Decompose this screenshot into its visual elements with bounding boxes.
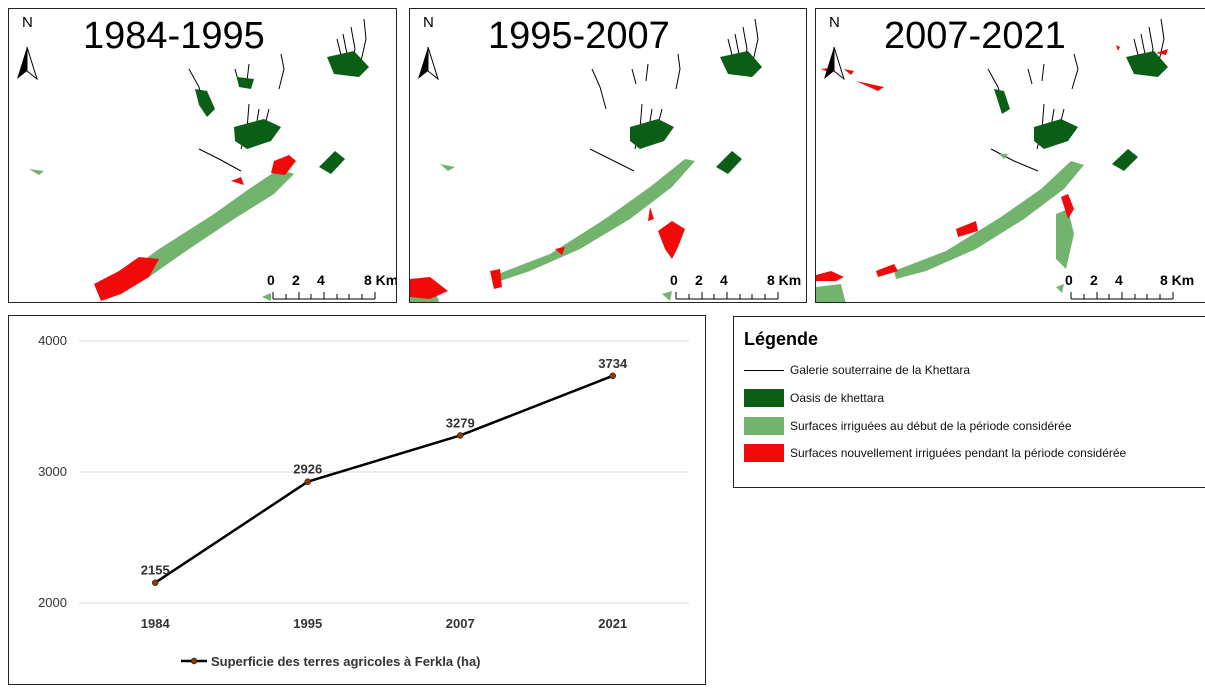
data-point <box>152 579 159 586</box>
y-tick-label: 2000 <box>38 595 67 610</box>
north-arrow-icon <box>17 46 38 81</box>
scale-bar <box>675 292 779 300</box>
scale-tick-8km: 8 Km <box>767 272 801 288</box>
legend-label: Surfaces nouvellement irriguées pendant … <box>790 446 1127 460</box>
scale-bar <box>272 292 376 300</box>
x-tick-label: 1984 <box>141 616 171 631</box>
new-irrigated-swatch-icon <box>744 444 784 462</box>
map-panel-2007-2021: 0 2 4 8 Km N 2007-2021 <box>815 8 1205 303</box>
irrigated-swatch-icon <box>744 417 784 435</box>
line-symbol-icon <box>744 369 784 371</box>
scale-tick-4: 4 <box>720 272 728 288</box>
map-1995-2007: 0 2 4 8 Km N <box>410 14 801 302</box>
legend-label: Galerie souterraine de la Khettara <box>790 363 971 377</box>
legend-marker-icon <box>190 657 198 665</box>
scale-tick-4: 4 <box>317 272 325 288</box>
map-title-1984-1995: 1984-1995 <box>83 15 265 57</box>
north-arrow-icon <box>824 46 845 81</box>
scale-tick-0: 0 <box>670 272 678 288</box>
north-label: N <box>22 14 33 31</box>
line-chart: 2000 3000 4000 1984 1995 2007 2021 2155 2926 3279… <box>38 333 689 669</box>
north-label: N <box>423 14 434 31</box>
data-point <box>457 432 464 439</box>
scale-tick-8km: 8 Km <box>364 272 397 288</box>
legend-series-label: Superficie des terres agricoles à Ferkla… <box>211 654 481 669</box>
new-irrigated-areas <box>94 155 296 301</box>
scale-tick-0: 0 <box>1065 272 1073 288</box>
x-tick-label: 2007 <box>446 616 475 631</box>
map-panel-1995-2007: 0 2 4 8 Km N 1995-2007 <box>409 8 807 303</box>
map-1984-1995: 0 2 4 8 Km N <box>17 14 397 301</box>
map-title-2007-2021: 2007-2021 <box>884 15 1066 57</box>
scale-tick-8km: 8 Km <box>1160 272 1194 288</box>
oasis-areas <box>994 51 1168 171</box>
new-irrigated-areas <box>410 207 685 299</box>
legend-label: Oasis de khettara <box>790 391 885 405</box>
legend-label: Surfaces irriguées au début de la périod… <box>790 419 1072 433</box>
irrigated-areas <box>816 154 1084 302</box>
map-panel-1984-1995: 0 2 4 8 Km N 1984-1995 <box>8 8 397 303</box>
legend-title: Légende <box>744 329 819 349</box>
scale-tick-0: 0 <box>267 272 275 288</box>
data-label: 3279 <box>446 415 475 430</box>
chart-panel: 2000 3000 4000 1984 1995 2007 2021 2155 2926 3279… <box>8 315 706 685</box>
oasis-areas <box>195 51 369 174</box>
map-2007-2021: 0 2 4 8 Km N <box>816 14 1194 302</box>
series-line <box>154 374 614 584</box>
data-label: 2926 <box>293 462 322 477</box>
data-label: 2155 <box>141 563 170 578</box>
legend: Légende Galerie souterraine de la Khetta… <box>733 316 1205 488</box>
legend-item-galerie: Galerie souterraine de la Khettara <box>744 360 970 380</box>
oasis-areas <box>630 51 762 174</box>
y-tick-label: 3000 <box>38 464 67 479</box>
scale-tick-4: 4 <box>1115 272 1123 288</box>
legend-item-new-irrigated: Surfaces nouvellement irriguées pendant … <box>744 443 1126 463</box>
scale-tick-2: 2 <box>1090 272 1098 288</box>
y-tick-label: 4000 <box>38 333 67 348</box>
scale-tick-2: 2 <box>292 272 300 288</box>
data-point <box>304 478 311 485</box>
legend-item-irrigated: Surfaces irriguées au début de la périod… <box>744 416 1072 436</box>
oasis-swatch-icon <box>744 389 784 407</box>
north-label: N <box>829 14 840 31</box>
scale-bar <box>1070 292 1174 300</box>
legend-item-oasis: Oasis de khettara <box>744 388 884 408</box>
scale-tick-2: 2 <box>695 272 703 288</box>
x-tick-label: 2021 <box>598 616 627 631</box>
irrigated-areas <box>410 159 695 302</box>
data-label: 3734 <box>598 356 628 371</box>
x-tick-label: 1995 <box>293 616 322 631</box>
map-title-1995-2007: 1995-2007 <box>488 15 670 57</box>
irrigated-areas <box>29 169 294 301</box>
north-arrow-icon <box>418 46 439 81</box>
data-point <box>609 372 616 380</box>
